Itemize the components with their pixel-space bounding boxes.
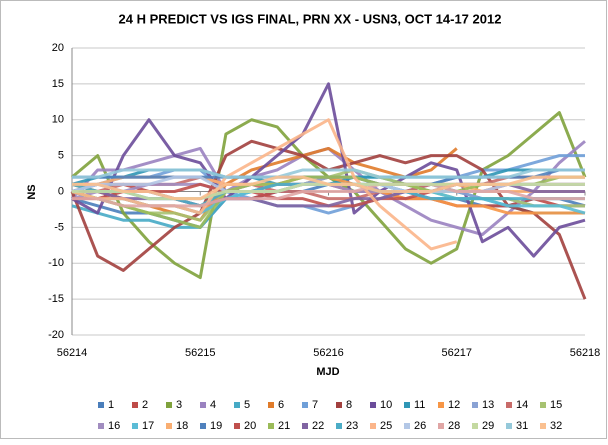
- series-line: [71, 118, 458, 251]
- y-tick-label: -20: [48, 329, 64, 341]
- y-tick-label: -5: [54, 221, 64, 233]
- legend-label: 4: [210, 399, 216, 411]
- legend-marker: [166, 423, 172, 429]
- legend-label: 10: [380, 399, 392, 411]
- legend-label: 16: [108, 420, 120, 432]
- legend-marker: [370, 402, 376, 408]
- legend-label: 3: [176, 399, 182, 411]
- legend-marker: [506, 423, 512, 429]
- legend-label: 6: [278, 399, 284, 411]
- series-line: [72, 175, 585, 201]
- legend-marker: [506, 402, 512, 408]
- legend-marker: [438, 402, 444, 408]
- legend-label: 7: [312, 399, 318, 411]
- legend-label: 20: [244, 420, 256, 432]
- x-axis-label: MJD: [316, 366, 339, 378]
- x-tick-label: 56217: [441, 347, 472, 359]
- legend-marker: [336, 423, 342, 429]
- legend-label: 8: [346, 399, 352, 411]
- legend-label: 11: [414, 399, 425, 411]
- legend-label: 12: [448, 399, 460, 411]
- legend-marker: [166, 402, 172, 408]
- legend-marker: [404, 402, 410, 408]
- legend-marker: [540, 423, 546, 429]
- legend-marker: [98, 423, 104, 429]
- legend-marker: [98, 402, 104, 408]
- legend-label: 1: [108, 399, 114, 411]
- legend-label: 5: [244, 399, 250, 411]
- legend-marker: [132, 423, 138, 429]
- y-tick-label: -15: [48, 293, 64, 305]
- legend-label: 22: [312, 420, 324, 432]
- legend-marker: [540, 402, 546, 408]
- legend-label: 32: [550, 420, 562, 432]
- legend-marker: [234, 423, 240, 429]
- y-tick-label: 20: [52, 42, 64, 54]
- legend-marker: [200, 402, 206, 408]
- x-tick-label: 56218: [570, 347, 601, 359]
- legend-label: 17: [142, 420, 154, 432]
- legend-marker: [302, 402, 308, 408]
- legend-marker: [132, 402, 138, 408]
- x-tick-label: 56216: [313, 347, 344, 359]
- legend-label: 14: [516, 399, 528, 411]
- y-tick-label: 15: [52, 78, 64, 90]
- legend-marker: [472, 402, 478, 408]
- y-axis-label: NS: [26, 184, 38, 199]
- series-line: [72, 182, 585, 208]
- x-tick-label: 56214: [57, 347, 88, 359]
- legend-label: 28: [448, 420, 460, 432]
- y-tick-label: 5: [58, 150, 64, 162]
- legend-label: 29: [482, 420, 494, 432]
- legend-marker: [302, 423, 308, 429]
- legend-marker: [268, 423, 274, 429]
- y-tick-label: 0: [58, 185, 64, 197]
- legend-label: 31: [516, 420, 528, 432]
- chart-title: 24 H PREDICT VS IGS FINAL, PRN XX - USN3…: [119, 11, 502, 26]
- legend-label: 25: [380, 420, 392, 432]
- x-tick-label: 56215: [185, 347, 216, 359]
- legend-marker: [438, 423, 444, 429]
- legend-marker: [472, 423, 478, 429]
- y-tick-label: -10: [48, 257, 64, 269]
- legend-label: 15: [550, 399, 562, 411]
- legend-marker: [370, 423, 376, 429]
- legend-marker: [200, 423, 206, 429]
- legend-label: 19: [210, 420, 222, 432]
- legend-marker: [336, 402, 342, 408]
- legend-label: 2: [142, 399, 148, 411]
- legend-label: 18: [176, 420, 188, 432]
- legend-marker: [234, 402, 240, 408]
- legend-label: 13: [482, 399, 494, 411]
- series-line: [72, 168, 585, 179]
- series-line: [71, 82, 586, 258]
- legend-label: 26: [414, 420, 426, 432]
- legend-label: 23: [346, 420, 358, 432]
- series-line: [71, 154, 585, 215]
- y-tick-label: 10: [52, 114, 64, 126]
- legend-label: 21: [278, 420, 290, 432]
- legend-marker: [268, 402, 274, 408]
- legend-marker: [404, 423, 410, 429]
